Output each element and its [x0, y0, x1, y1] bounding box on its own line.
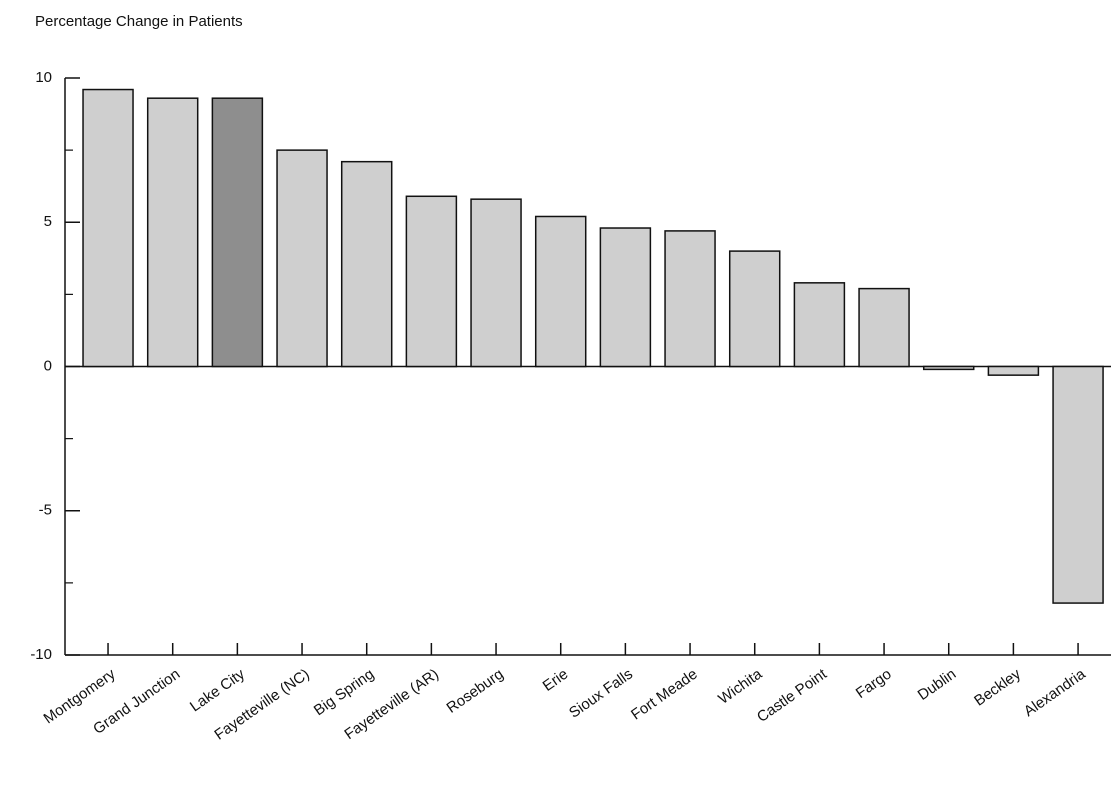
bar: [793, 282, 846, 368]
y-tick-label: -5: [39, 502, 52, 519]
bar: [599, 227, 652, 368]
bar: [728, 250, 781, 368]
y-tick-label: 0: [44, 357, 52, 374]
x-tick-label: Alexandria: [1021, 665, 1089, 720]
y-tick-label: -10: [30, 646, 52, 663]
bar: [340, 160, 393, 368]
x-tick-label: Wichita: [715, 665, 766, 708]
bar: [405, 195, 458, 368]
chart-title: Percentage Change in Patients: [35, 13, 243, 30]
x-tick-label: Fargo: [853, 666, 895, 702]
x-tick-label: Sioux Falls: [566, 666, 636, 722]
bar: [211, 97, 264, 368]
bar: [987, 365, 1040, 376]
x-tick-label: Erie: [540, 666, 572, 695]
bar: [146, 97, 199, 368]
bar: [470, 198, 522, 368]
y-tick-label: 5: [44, 213, 52, 230]
bar: [664, 230, 716, 368]
x-tick-label: Dublin: [915, 666, 960, 704]
x-tick-label: Castle Point: [754, 665, 831, 726]
bar: [82, 88, 134, 368]
bar: [534, 215, 587, 368]
x-tick-label: Fort Meade: [628, 666, 701, 724]
bar: [922, 365, 975, 371]
x-tick-label: Beckley: [971, 665, 1024, 709]
x-tick-label: Roseburg: [444, 666, 507, 717]
x-tick-label: Lake City: [187, 665, 248, 715]
bar: [858, 287, 910, 368]
bar: [1052, 365, 1104, 604]
y-tick-label: 10: [35, 69, 52, 86]
bar: [276, 149, 328, 368]
